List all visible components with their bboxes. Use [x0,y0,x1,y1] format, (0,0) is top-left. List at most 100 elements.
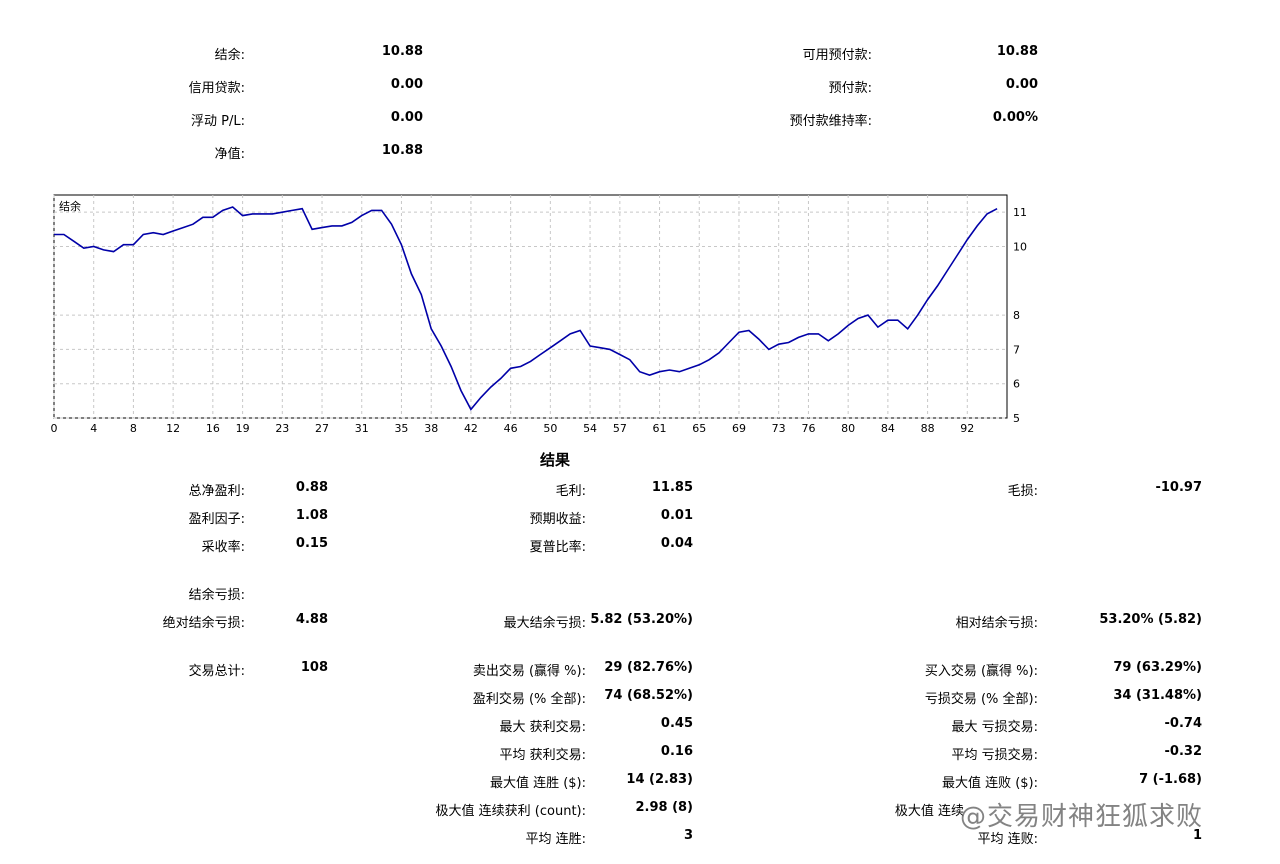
equity-value: 10.88 [381,143,423,158]
gross-loss-label: 毛损: [1007,484,1038,499]
balance-series-line [54,206,998,411]
results-title: 结果 [540,451,571,469]
x-tick-label: 12 [166,422,180,435]
profit-factor-value: 1.08 [295,508,328,523]
x-tick-label: 54 [583,422,597,435]
largest-loss-value: -0.74 [1164,716,1202,731]
loss-trades-value: 34 (31.48%) [1113,688,1202,703]
credit-value: 0.00 [390,77,423,92]
gross-profit-label: 毛利: [555,484,586,499]
avg-cons-wins-value: 3 [683,828,693,843]
x-tick-label: 38 [424,422,438,435]
max-cons-profit-label: 极大值 连续获利 (count): [435,804,586,819]
max-drawdown-value: 5.82 (53.20%) [590,612,693,627]
x-tick-label: 65 [692,422,706,435]
avg-profit-label: 平均 获利交易: [499,748,586,763]
rel-drawdown-label: 相对结余亏损: [955,616,1038,631]
avg-loss-label: 平均 亏损交易: [951,748,1038,763]
max-drawdown-label: 最大结余亏损: [503,616,586,631]
largest-profit-label: 最大 获利交易: [499,720,586,735]
max-cons-loss-label: 极大值 连续 [894,804,964,819]
y-tick-label: 7 [1013,343,1020,356]
balance-label: 结余: [214,48,245,63]
max-cons-losses-value: 7 (-1.68) [1139,772,1202,787]
max-cons-wins-label: 最大值 连胜 ($): [489,776,586,791]
free-margin-label: 可用预付款: [802,48,872,63]
sharpe-label: 夏普比率: [529,540,586,555]
profit-trades-label: 盈利交易 (% 全部): [472,692,586,707]
max-cons-wins-value: 14 (2.83) [626,772,693,787]
expected-payoff-label: 预期收益: [529,512,586,527]
gross-profit-value: 11.85 [651,480,693,495]
x-tick-label: 42 [464,422,478,435]
credit-label: 信用贷款: [188,81,245,96]
x-tick-label: 16 [206,422,220,435]
y-tick-label: 10 [1013,240,1027,253]
x-tick-label: 80 [841,422,855,435]
y-tick-label: 8 [1013,309,1020,322]
margin-level-label: 预付款维持率: [789,114,872,129]
net-profit-label: 总净盈利: [188,484,245,499]
largest-profit-value: 0.45 [660,716,693,731]
avg-profit-value: 0.16 [660,744,693,759]
max-cons-profit-value: 2.98 (8) [635,800,693,815]
x-tick-label: 8 [130,422,137,435]
x-tick-label: 92 [960,422,974,435]
short-trades-label: 卖出交易 (赢得 %): [472,664,586,679]
x-tick-label: 0 [51,422,58,435]
y-tick-label: 6 [1013,378,1020,391]
abs-drawdown-value: 4.88 [295,612,328,627]
x-tick-label: 76 [801,422,815,435]
chart-ticks: 0 4 8 12 16 19 23 27 31 35 38 42 46 50 54 57 61 65 69 73 76 8… [51,206,1028,435]
expected-payoff-value: 0.01 [660,508,693,523]
profit-trades-value: 74 (68.52%) [604,688,693,703]
total-trades-label: 交易总计: [188,664,245,679]
max-cons-losses-label: 最大值 连败 ($): [941,776,1038,791]
margin-level-value: 0.00% [992,110,1038,125]
chart-title: 结余 [59,199,81,213]
free-margin-value: 10.88 [996,44,1038,59]
rel-drawdown-value: 53.20% (5.82) [1099,612,1202,627]
x-tick-label: 19 [236,422,250,435]
balance-drawdown-label: 结余亏损: [188,588,245,603]
watermark-text: @交易财神狂狐求败 [960,802,1204,832]
chart-plot-area [53,194,1008,419]
x-tick-label: 88 [921,422,935,435]
long-trades-label: 买入交易 (赢得 %): [924,664,1038,679]
total-trades-value: 108 [300,660,328,675]
x-tick-label: 69 [732,422,746,435]
x-tick-label: 27 [315,422,329,435]
y-tick-label: 11 [1013,206,1027,219]
avg-cons-losses-value: 1 [1192,828,1202,843]
recovery-factor-label: 采收率: [201,540,245,555]
x-tick-label: 84 [881,422,895,435]
x-tick-label: 50 [543,422,557,435]
gross-loss-value: -10.97 [1155,480,1202,495]
profit-factor-label: 盈利因子: [188,512,245,527]
x-tick-label: 31 [355,422,369,435]
largest-loss-label: 最大 亏损交易: [951,720,1038,735]
x-tick-label: 4 [90,422,97,435]
x-tick-label: 23 [275,422,289,435]
x-tick-label: 73 [772,422,786,435]
margin-value: 0.00 [1005,77,1038,92]
x-tick-label: 57 [613,422,627,435]
loss-trades-label: 亏损交易 (% 全部): [924,692,1038,707]
x-tick-label: 46 [504,422,518,435]
chart-grid [53,195,1007,419]
x-tick-label: 61 [653,422,667,435]
equity-label: 净值: [214,147,245,162]
floating-pl-value: 0.00 [390,110,423,125]
floating-pl-label: 浮动 P/L: [191,114,245,129]
avg-loss-value: -0.32 [1164,744,1202,759]
abs-drawdown-label: 绝对结余亏损: [162,616,245,631]
short-trades-value: 29 (82.76%) [604,660,693,675]
sharpe-value: 0.04 [660,536,693,551]
avg-cons-wins-label: 平均 连胜: [525,832,586,847]
long-trades-value: 79 (63.29%) [1113,660,1202,675]
balance-value: 10.88 [381,44,423,59]
net-profit-value: 0.88 [295,480,328,495]
y-tick-label: 5 [1013,412,1020,425]
x-tick-label: 35 [394,422,408,435]
